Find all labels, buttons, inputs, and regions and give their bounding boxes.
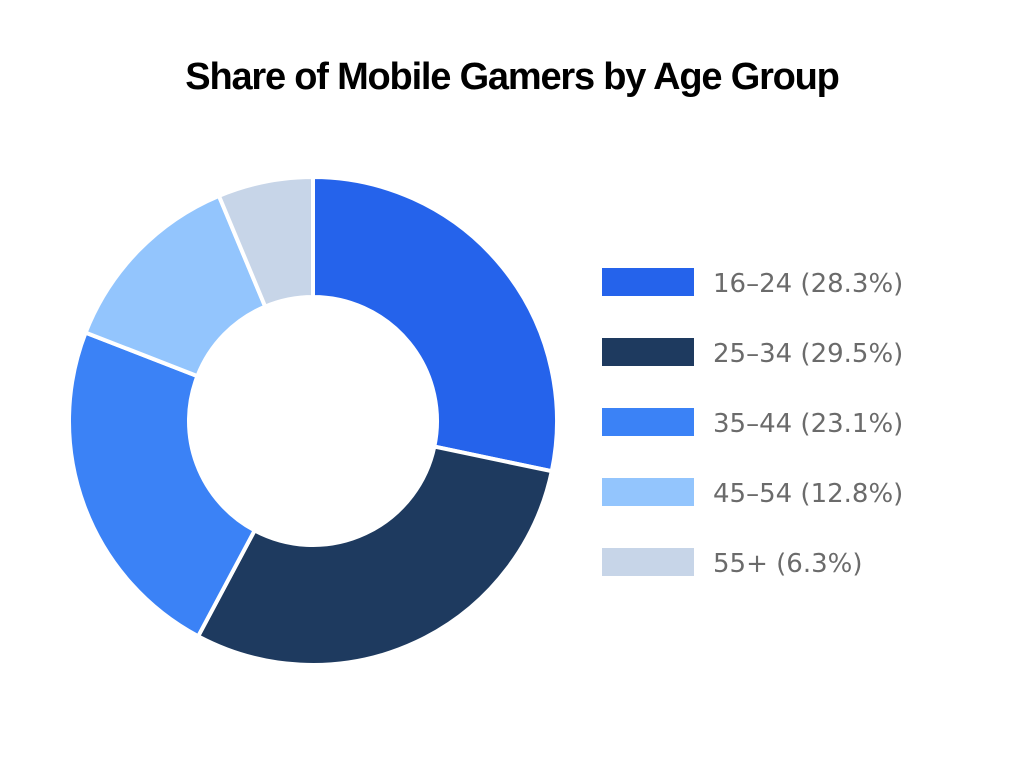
donut-slice-3: [83, 193, 268, 379]
legend-label-1: 25–34 (29.5%): [713, 339, 903, 369]
donut-slice-2: [67, 330, 257, 639]
chart-title: Share of Mobile Gamers by Age Group: [185, 56, 840, 98]
donut-slices: [67, 175, 559, 667]
legend: 16–24 (28.3%) 25–34 (29.5%) 35–44 (23.1%) 4…: [602, 268, 903, 579]
legend-swatch-0: [602, 268, 694, 296]
legend-label-0: 16–24 (28.3%): [713, 269, 903, 299]
legend-swatch-1: [602, 338, 694, 366]
legend-label-2: 35–44 (23.1%): [713, 409, 903, 439]
legend-swatch-3: [602, 478, 694, 506]
legend-label-4: 55+ (6.3%): [713, 549, 862, 579]
legend-swatch-2: [602, 408, 694, 436]
donut-slice-0: [311, 175, 559, 474]
legend-label-3: 45–54 (12.8%): [713, 479, 903, 509]
donut-slice-4: [216, 175, 315, 309]
legend-swatch-4: [602, 548, 694, 576]
donut-slice-1: [196, 444, 554, 667]
